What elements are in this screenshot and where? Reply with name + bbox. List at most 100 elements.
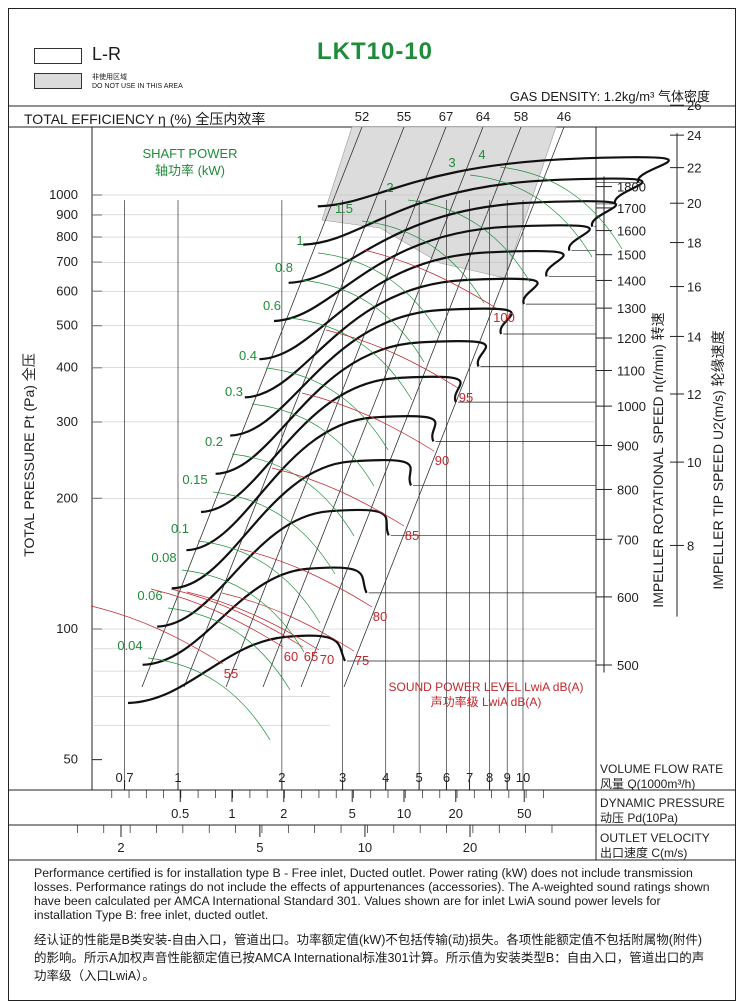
sound-power-label-80: 80 <box>373 609 387 624</box>
shaft-power-label-4: 4 <box>478 147 485 162</box>
fan-curve-600 <box>142 566 368 666</box>
legend-not-usable-swatch <box>34 73 82 89</box>
flow-tick-label-9: 9 <box>504 770 511 785</box>
sound-power-label-75: 75 <box>355 653 369 668</box>
legend-lr-label: L-R <box>92 44 122 64</box>
chart-frame <box>8 8 736 1001</box>
dynamic-tick-label-0.5: 0.5 <box>171 806 189 821</box>
sound-power-curve-65 <box>170 588 304 648</box>
velocity-tick-label-10: 10 <box>358 840 372 855</box>
rpm-tick-label-800: 800 <box>617 482 639 497</box>
shaft-power-curve-0.3 <box>251 403 375 487</box>
pressure-tick-label-700: 700 <box>56 254 78 269</box>
gas-density: GAS DENSITY: 1.2kg/m³ 气体密度 <box>509 89 710 104</box>
pressure-tick-label-100: 100 <box>56 621 78 636</box>
flow-tick-label-0.7: 0.7 <box>116 770 134 785</box>
sound-power-curve-70 <box>186 591 320 651</box>
tip-tick-label-22: 22 <box>687 161 701 176</box>
shaft-power-curve-0.4 <box>265 367 389 451</box>
performance-note-en: Performance certified is for installatio… <box>34 866 710 922</box>
fan-curve-1800 <box>317 156 670 208</box>
shaft-power-curve-0.8 <box>301 279 425 363</box>
shaft-power-curve-0.2 <box>231 453 355 537</box>
shaft-power-label-0.1: 0.1 <box>171 521 189 536</box>
fan-curve-1600 <box>288 200 617 284</box>
pressure-tick-label-1000: 1000 <box>49 187 78 202</box>
efficiency-value-46: 46 <box>557 109 571 124</box>
shaft-power-label-3: 3 <box>448 155 455 170</box>
efficiency-value-55: 55 <box>397 109 411 124</box>
flow-axis-label: VOLUME FLOW RATE <box>600 762 723 776</box>
flow-tick-label-4: 4 <box>382 770 389 785</box>
velocity-tick-label-2: 2 <box>117 840 124 855</box>
dynamic-tick-label-50: 50 <box>517 806 531 821</box>
legend-not-usable-en: DO NOT USE IN THIS AREA <box>92 83 183 90</box>
fan-curve-500 <box>127 634 346 705</box>
sound-power-label-65: 65 <box>304 649 318 664</box>
legend-not-usable-cn: 非使用区域 <box>92 74 127 81</box>
tip-tick-label-14: 14 <box>687 329 701 344</box>
rpm-tick-label-900: 900 <box>617 438 639 453</box>
sound-power-label-95: 95 <box>459 390 473 405</box>
efficiency-label: TOTAL EFFICIENCY η (%) 全压内效率 <box>24 111 266 127</box>
fan-curve-1300 <box>244 277 539 399</box>
shaft-power-curve-1.5 <box>361 220 485 304</box>
performance-note-cn: 经认证的性能是B类安装-自由入口，管道出口。功率额定值(kW)不包括传输(动)损… <box>34 933 705 983</box>
sound-power-label-85: 85 <box>405 528 419 543</box>
shaft-power-label-0.6: 0.6 <box>263 298 281 313</box>
rpm-tick-label-500: 500 <box>617 658 639 673</box>
shaft-power-label-0.04: 0.04 <box>117 638 142 653</box>
sound-power-curve-60 <box>150 588 284 648</box>
shaft-power-title: SHAFT POWER <box>142 146 237 161</box>
shaft-power-label-0.8: 0.8 <box>275 260 293 275</box>
flow-tick-label-7: 7 <box>466 770 473 785</box>
pressure-tick-label-900: 900 <box>56 207 78 222</box>
sound-power-title: SOUND POWER LEVEL LwiA dB(A) <box>389 680 584 694</box>
pressure-tick-label-500: 500 <box>56 318 78 333</box>
shaft-power-label-0.15: 0.15 <box>182 472 207 487</box>
tip-tick-label-10: 10 <box>687 455 701 470</box>
fan-curve-800 <box>171 458 413 590</box>
sound-power-curve-100 <box>363 249 497 309</box>
rpm-tick-label-1200: 1200 <box>617 331 646 346</box>
fan-curve-1000 <box>200 375 462 514</box>
flow-tick-label-6: 6 <box>443 770 450 785</box>
dynamic-tick-label-10: 10 <box>397 806 411 821</box>
rpm-tick-label-1100: 1100 <box>617 364 645 379</box>
shaft-power-label-2: 2 <box>386 180 393 195</box>
shaft-power-curve-0.6 <box>289 317 413 401</box>
rpm-tick-label-1800: 1800 <box>617 180 646 195</box>
chart-title: LKT10-10 <box>316 38 434 65</box>
rpm-tick-label-600: 600 <box>617 590 639 605</box>
pressure-tick-label-50: 50 <box>64 752 78 767</box>
flow-tick-label-2: 2 <box>278 770 285 785</box>
fan-curve-1400 <box>259 249 565 361</box>
sound-power-label-55: 55 <box>224 666 238 681</box>
flow-tick-label-10: 10 <box>516 770 530 785</box>
rpm-tick-label-1400: 1400 <box>617 273 646 288</box>
sound-power-curve-55 <box>90 605 224 665</box>
velocity-tick-label-5: 5 <box>256 840 263 855</box>
rpm-tick-label-1000: 1000 <box>617 399 646 414</box>
fan-curve-900 <box>186 414 437 552</box>
velocity-axis-label: OUTLET VELOCITY <box>600 831 710 845</box>
tip-tick-label-20: 20 <box>687 196 701 211</box>
legend-not-usable-label: 非使用区域 DO NOT USE IN THIS AREA <box>92 73 183 91</box>
dynamic-axis-label: DYNAMIC PRESSURE <box>600 796 725 810</box>
tip-tick-label-26: 26 <box>687 98 701 113</box>
rpm-tick-label-1300: 1300 <box>617 301 646 316</box>
efficiency-value-52: 52 <box>355 109 369 124</box>
flow-tick-label-1: 1 <box>174 770 181 785</box>
sound-power-curve-85 <box>271 467 405 527</box>
fan-curve-1200 <box>230 307 513 437</box>
velocity-tick-label-20: 20 <box>463 840 477 855</box>
flow-tick-label-3: 3 <box>339 770 346 785</box>
pressure-tick-label-200: 200 <box>56 490 78 505</box>
pressure-tick-label-300: 300 <box>56 414 78 429</box>
legend-lr-swatch <box>34 48 82 64</box>
efficiency-value-64: 64 <box>476 109 490 124</box>
dynamic-tick-label-5: 5 <box>349 806 356 821</box>
tip-tick-label-12: 12 <box>687 387 701 402</box>
shaft-power-label-1: 1 <box>296 233 303 248</box>
